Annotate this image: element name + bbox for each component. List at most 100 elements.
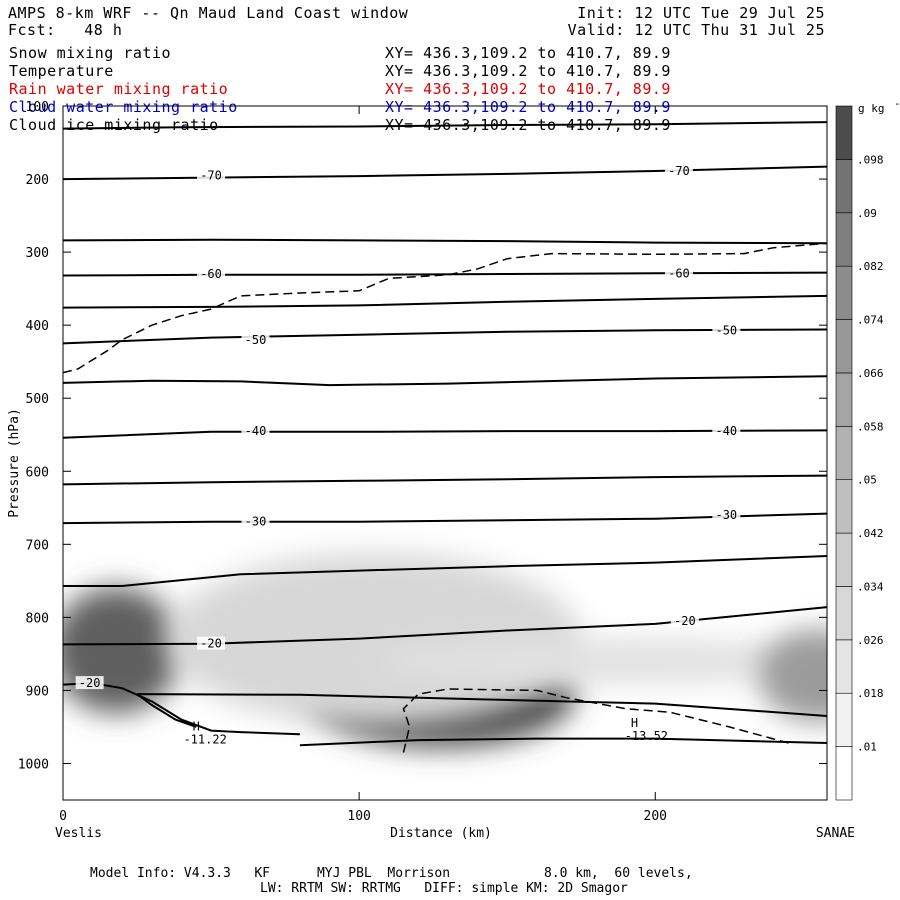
forecast-hour: Fcst: 48 h xyxy=(8,21,123,39)
y-tick-label: 600 xyxy=(26,465,49,480)
temperature-contour xyxy=(299,737,828,747)
temperature-contour xyxy=(62,429,828,439)
contour-label: -70 xyxy=(668,164,690,178)
temperature-contour xyxy=(136,693,197,728)
temperature-contour xyxy=(136,693,828,717)
temperature-contour xyxy=(62,121,828,130)
variable-xy: XY= 436.3,109.2 to 410.7, 89.9 xyxy=(385,44,671,62)
contour-label-bg xyxy=(197,636,226,650)
contour-label-bg xyxy=(241,332,270,346)
contour-label: -60 xyxy=(200,267,222,281)
temperature-contour xyxy=(63,555,828,587)
colorbar-label: .074 xyxy=(857,314,884,327)
y-tick-label: 800 xyxy=(26,611,49,626)
colorbar-label: .09 xyxy=(857,207,877,220)
cloud-ice-contour xyxy=(402,688,789,753)
y-tick-label: 500 xyxy=(26,392,49,407)
colorbar-label: .05 xyxy=(857,474,877,487)
right-endpoint-label: SANAE xyxy=(816,826,855,841)
pressure-high-label: -11.22 xyxy=(183,733,226,747)
temperature-contour xyxy=(62,238,828,245)
temperature-contour xyxy=(62,474,828,486)
temperature-contour xyxy=(62,271,828,277)
y-axis-label: Pressure (hPa) xyxy=(7,408,22,518)
contour-label: -50 xyxy=(245,333,267,347)
colorbar-label: .018 xyxy=(857,687,884,700)
pressure-high-label: -13.52 xyxy=(625,729,668,743)
colorbar-label: .026 xyxy=(857,634,884,647)
plot-title: AMPS 8-km WRF -- Qn Maud Land Coast wind… xyxy=(8,4,409,22)
model-info-line2: LW: RRTM SW: RRTMG DIFF: simple KM: 2D S… xyxy=(260,881,628,896)
contour-label: -50 xyxy=(715,323,737,337)
colorbar-label: .098 xyxy=(857,153,884,166)
variable-label: Rain water mixing ratio xyxy=(9,80,229,98)
contour-label-bg xyxy=(712,323,741,337)
x-tick-label: 200 xyxy=(644,809,667,824)
colorbar-swatch xyxy=(835,692,853,747)
x-tick-label: 100 xyxy=(347,809,370,824)
pressure-high-label: H xyxy=(631,716,638,730)
colorbar-swatch xyxy=(835,372,853,427)
snow-blob xyxy=(758,629,827,723)
colorbar-swatch xyxy=(835,532,853,587)
contour-label: -30 xyxy=(715,508,737,522)
contour-label-bg xyxy=(712,424,741,438)
colorbar-swatch xyxy=(835,639,853,694)
contour-label-bg xyxy=(670,614,699,628)
colorbar-label: .058 xyxy=(857,420,884,433)
snow-blob xyxy=(374,637,827,685)
temperature-contour xyxy=(62,512,828,525)
contour-label: -40 xyxy=(245,424,267,438)
y-tick-label: 300 xyxy=(26,246,49,261)
plot-frame xyxy=(62,105,828,801)
contour-label-bg xyxy=(197,168,226,182)
x-tick-label: 0 xyxy=(59,809,67,824)
contour-label-bg xyxy=(241,514,270,528)
temperature-contour xyxy=(62,294,828,309)
contour-label: -40 xyxy=(715,424,737,438)
colorbar-swatch xyxy=(835,105,853,160)
contour-label: -20 xyxy=(79,676,101,690)
colorbar-label: .01 xyxy=(857,741,877,754)
contour-label: -20 xyxy=(674,614,696,628)
colorbar-label: .034 xyxy=(857,580,884,593)
colorbar-swatch xyxy=(835,746,853,801)
contour-label-bg xyxy=(241,424,270,438)
variable-xy: XY= 436.3,109.2 to 410.7, 89.9 xyxy=(385,62,671,80)
colorbar-swatch xyxy=(835,159,853,214)
variable-label: Snow mixing ratio xyxy=(9,44,172,62)
colorbar-unit: g kg xyxy=(858,102,885,115)
colorbar-label: .082 xyxy=(857,260,884,273)
valid-time: Valid: 12 UTC Thu 31 Jul 25 xyxy=(567,21,825,39)
temperature-contour xyxy=(62,375,828,387)
snow-shading xyxy=(63,552,827,748)
contour-label: -70 xyxy=(200,168,222,182)
contour-label: -60 xyxy=(668,266,690,280)
contour-label-bg xyxy=(712,508,741,522)
colorbar-label: .066 xyxy=(857,367,884,380)
cloud-ice-contour xyxy=(62,242,828,374)
model-info-line1: Model Info: V4.3.3 KF MYJ PBL Morrison 8… xyxy=(90,866,693,881)
variable-xy: XY= 436.3,109.2 to 410.7, 89.9 xyxy=(385,98,671,116)
y-tick-label: 100 xyxy=(26,100,49,115)
colorbar-swatch xyxy=(835,212,853,267)
variable-label: Temperature xyxy=(9,62,114,80)
y-tick-label: 200 xyxy=(26,173,49,188)
snow-blob xyxy=(166,552,582,726)
y-tick-label: 400 xyxy=(26,319,49,334)
colorbar-swatch xyxy=(835,265,853,320)
colorbar-swatch xyxy=(835,479,853,534)
contour-label-bg xyxy=(664,164,693,178)
left-endpoint-label: Veslis xyxy=(55,826,102,841)
variable-xy: XY= 436.3,109.2 to 410.7, 89.9 xyxy=(385,80,671,98)
colorbar-label: .042 xyxy=(857,527,884,540)
colorbar-unit-exponent: -1 xyxy=(894,97,900,110)
init-time: Init: 12 UTC Tue 29 Jul 25 xyxy=(577,4,825,22)
contour-label: -20 xyxy=(200,637,222,651)
pressure-high-label: H xyxy=(193,720,200,734)
colorbar-swatch xyxy=(835,319,853,374)
colorbar-swatch xyxy=(835,586,853,641)
y-tick-label: 700 xyxy=(26,538,49,553)
temperature-contour xyxy=(62,165,828,181)
